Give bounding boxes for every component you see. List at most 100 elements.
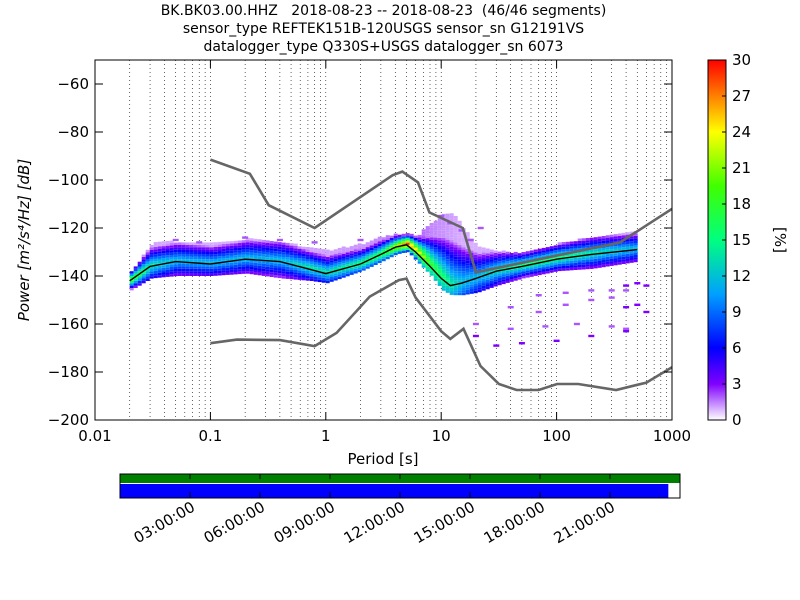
- density-cell: [285, 254, 290, 258]
- density-cell: [361, 246, 366, 249]
- density-cell: [581, 245, 586, 248]
- density-cell: [361, 253, 366, 257]
- density-cell: [285, 247, 290, 251]
- density-cell: [521, 268, 526, 272]
- density-cell: [157, 272, 162, 276]
- density-cell: [329, 265, 334, 268]
- density-cell: [465, 282, 470, 285]
- density-cell: [321, 249, 326, 252]
- density-cell: [613, 246, 618, 249]
- density-cell: [401, 248, 406, 251]
- density-cell: [237, 245, 242, 248]
- density-cell: [621, 244, 626, 248]
- density-cell: [557, 249, 562, 252]
- density-cell: [433, 225, 438, 228]
- density-cell: [421, 238, 426, 242]
- density-cell: [209, 264, 214, 267]
- density-cell: [577, 267, 582, 270]
- density-cell: [405, 235, 410, 238]
- density-cell: [565, 244, 570, 247]
- density-cell: [577, 260, 582, 263]
- density-cell: [493, 262, 498, 265]
- density-cell: [241, 245, 246, 248]
- density-cell: [209, 242, 214, 245]
- density-cell: [469, 291, 474, 294]
- density-cell: [245, 244, 250, 248]
- density-cell: [469, 265, 474, 268]
- density-cell: [417, 244, 422, 247]
- density-cell: [325, 249, 330, 252]
- density-cell: [201, 268, 206, 272]
- density-cell: [509, 257, 514, 261]
- density-cell: [273, 244, 278, 247]
- density-cell: [401, 238, 406, 241]
- density-cell: [613, 243, 618, 247]
- density-cell: [209, 259, 214, 262]
- colorbar-tick-label: 18: [732, 195, 751, 213]
- density-cell: [449, 263, 454, 267]
- density-cell: [329, 257, 334, 261]
- density-cell: [177, 259, 182, 262]
- density-cell: [261, 244, 266, 248]
- density-cell: [289, 267, 294, 270]
- density-cell: [421, 241, 426, 244]
- density-cell: [441, 285, 446, 289]
- density-cell: [377, 255, 382, 259]
- density-cell: [293, 258, 298, 261]
- density-cell: [625, 232, 630, 235]
- density-cell: [413, 238, 418, 241]
- density-cell: [537, 255, 542, 259]
- density-cell: [169, 274, 174, 277]
- density-cell: [497, 280, 502, 283]
- density-cell: [129, 283, 134, 286]
- density-cell: [529, 252, 534, 256]
- density-cell: [453, 216, 458, 219]
- density-cell: [629, 238, 634, 242]
- density-cell: [585, 245, 590, 248]
- density-cell: [573, 262, 578, 266]
- density-cell: [273, 263, 278, 266]
- density-cell: [537, 270, 542, 273]
- density-cell: [405, 237, 410, 241]
- x-tick-label: 0.1: [198, 427, 222, 445]
- density-cell: [497, 256, 502, 259]
- density-cell: [401, 241, 406, 244]
- density-cell: [469, 243, 474, 246]
- density-cell: [593, 254, 598, 257]
- density-cell: [473, 262, 478, 265]
- density-cell: [189, 244, 194, 248]
- density-cell: [141, 256, 146, 260]
- density-cell: [541, 269, 546, 272]
- density-cell: [473, 245, 478, 248]
- density-cell: [333, 254, 338, 257]
- density-cell: [205, 259, 210, 262]
- density-cell: [493, 260, 498, 263]
- density-cell: [621, 247, 626, 250]
- density-cell: [457, 249, 462, 252]
- density-cell: [233, 272, 238, 275]
- density-cell: [401, 233, 406, 237]
- density-cell: [549, 265, 554, 268]
- density-cell: [501, 250, 506, 253]
- density-cell: [633, 247, 638, 251]
- density-cell: [413, 257, 418, 260]
- density-cell: [165, 245, 170, 249]
- density-cell: [517, 253, 522, 256]
- density-cell: [509, 272, 514, 275]
- density-cell: [317, 279, 322, 283]
- density-cell: [445, 276, 450, 279]
- density-cell: [565, 263, 570, 266]
- density-cell: [437, 223, 442, 226]
- density-cell: [589, 254, 594, 257]
- density-cell: [357, 260, 362, 263]
- density-cell: [441, 249, 446, 253]
- density-cell: [345, 273, 350, 277]
- density-cell: [217, 244, 222, 247]
- density-cell: [489, 254, 494, 257]
- density-cell: [237, 266, 242, 270]
- density-cell: [537, 260, 542, 264]
- outlier-cell: [643, 310, 650, 314]
- density-cell: [273, 248, 278, 252]
- density-cell: [193, 247, 198, 250]
- density-cell: [177, 244, 182, 248]
